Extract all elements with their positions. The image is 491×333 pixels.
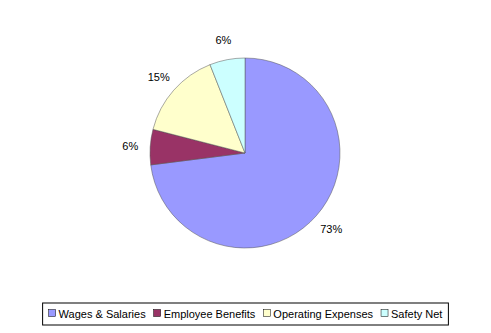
pie-slice bbox=[151, 58, 340, 248]
legend-swatch bbox=[381, 310, 388, 317]
legend-item: Operating Expenses bbox=[263, 308, 373, 320]
legend-label: Wages & Salaries bbox=[59, 308, 147, 320]
legend-label: Safety Net bbox=[391, 308, 442, 320]
legend-swatch bbox=[263, 310, 270, 317]
legend-item: Safety Net bbox=[381, 308, 442, 320]
legend: Wages & Salaries Employee Benefits Operati… bbox=[43, 303, 449, 325]
legend-box bbox=[43, 303, 449, 325]
legend-label: Operating Expenses bbox=[273, 308, 373, 320]
data-label: 6% bbox=[122, 140, 138, 152]
data-label: 6% bbox=[215, 34, 231, 46]
pie-slice bbox=[210, 58, 245, 153]
pie: 73% 6% 15% 6% bbox=[122, 34, 342, 248]
data-label: 15% bbox=[148, 71, 170, 83]
chart: 73% 6% 15% 6% Wages & Salaries Employee Benef… bbox=[0, 0, 491, 333]
legend-swatch bbox=[49, 310, 56, 317]
data-label: 73% bbox=[320, 223, 342, 235]
legend-item: Wages & Salaries bbox=[49, 308, 147, 320]
legend-swatch bbox=[154, 310, 161, 317]
legend-item: Employee Benefits bbox=[154, 308, 256, 320]
legend-label: Employee Benefits bbox=[164, 308, 256, 320]
